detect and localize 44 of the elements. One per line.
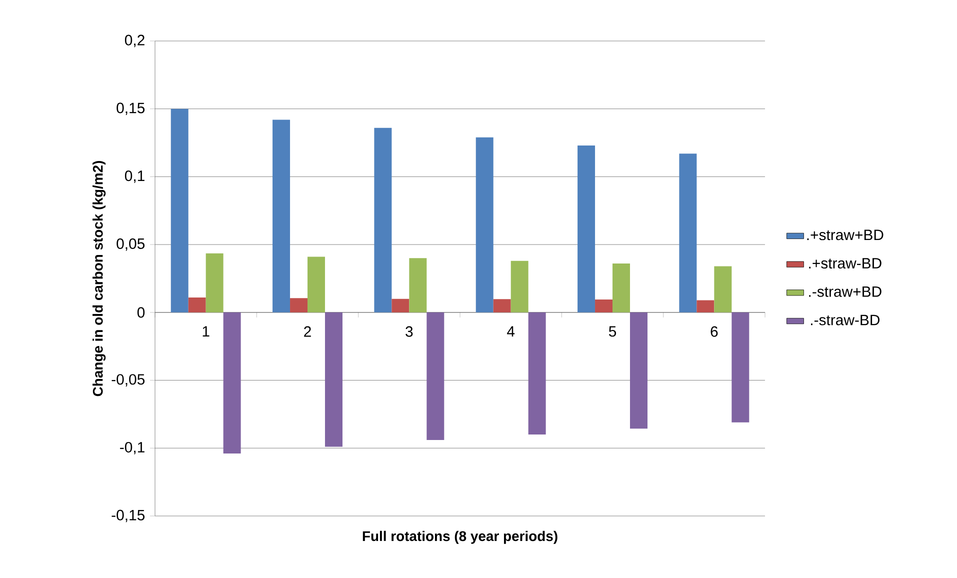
bar (528, 312, 546, 435)
bar (188, 297, 206, 312)
bar (476, 137, 494, 312)
y-tick-label: -0,1 (120, 442, 144, 454)
bar (630, 312, 648, 429)
bar (732, 312, 750, 422)
bar (206, 253, 224, 312)
bar (679, 154, 697, 312)
x-tick-label: 3 (406, 326, 413, 337)
bar (578, 145, 596, 312)
y-tick-label: 0,2 (124, 34, 144, 48)
x-tick-label: 1 (202, 326, 210, 337)
y-tick-label: 0,15 (116, 102, 145, 116)
bar (308, 256, 325, 312)
legend-label: .-straw+BD (809, 286, 882, 297)
bar (374, 128, 392, 312)
bar (696, 300, 714, 312)
bar (493, 299, 511, 312)
y-tick-label: -0,15 (112, 510, 145, 522)
bar (223, 312, 241, 454)
bar (290, 298, 308, 312)
legend-label: .-straw-BD (811, 314, 880, 326)
bar (714, 266, 732, 312)
y-tick-label: 0,05 (116, 238, 145, 251)
y-tick-label: 0 (137, 307, 145, 318)
bar (612, 264, 630, 312)
bar (426, 312, 444, 440)
x-tick-label: 5 (608, 326, 616, 337)
y-tick-label: -0,05 (112, 374, 145, 386)
bar (170, 108, 188, 312)
bar (595, 300, 613, 312)
y-tick-label: 0,1 (124, 170, 144, 183)
bar (409, 258, 427, 312)
x-axis-title: Full rotations (8 year periods) (362, 530, 558, 544)
x-tick-label: 4 (507, 326, 515, 337)
bar (272, 120, 290, 312)
bar (324, 312, 342, 447)
legend-label: .+straw+BD (807, 230, 884, 240)
bar (510, 260, 528, 312)
legend-label: .+straw-BD (809, 258, 882, 269)
y-axis-title: Change in old carbon stock (kg/m2) (92, 160, 106, 396)
x-tick-label: 6 (710, 326, 718, 337)
x-tick-label: 2 (304, 326, 311, 337)
bar (392, 298, 410, 312)
